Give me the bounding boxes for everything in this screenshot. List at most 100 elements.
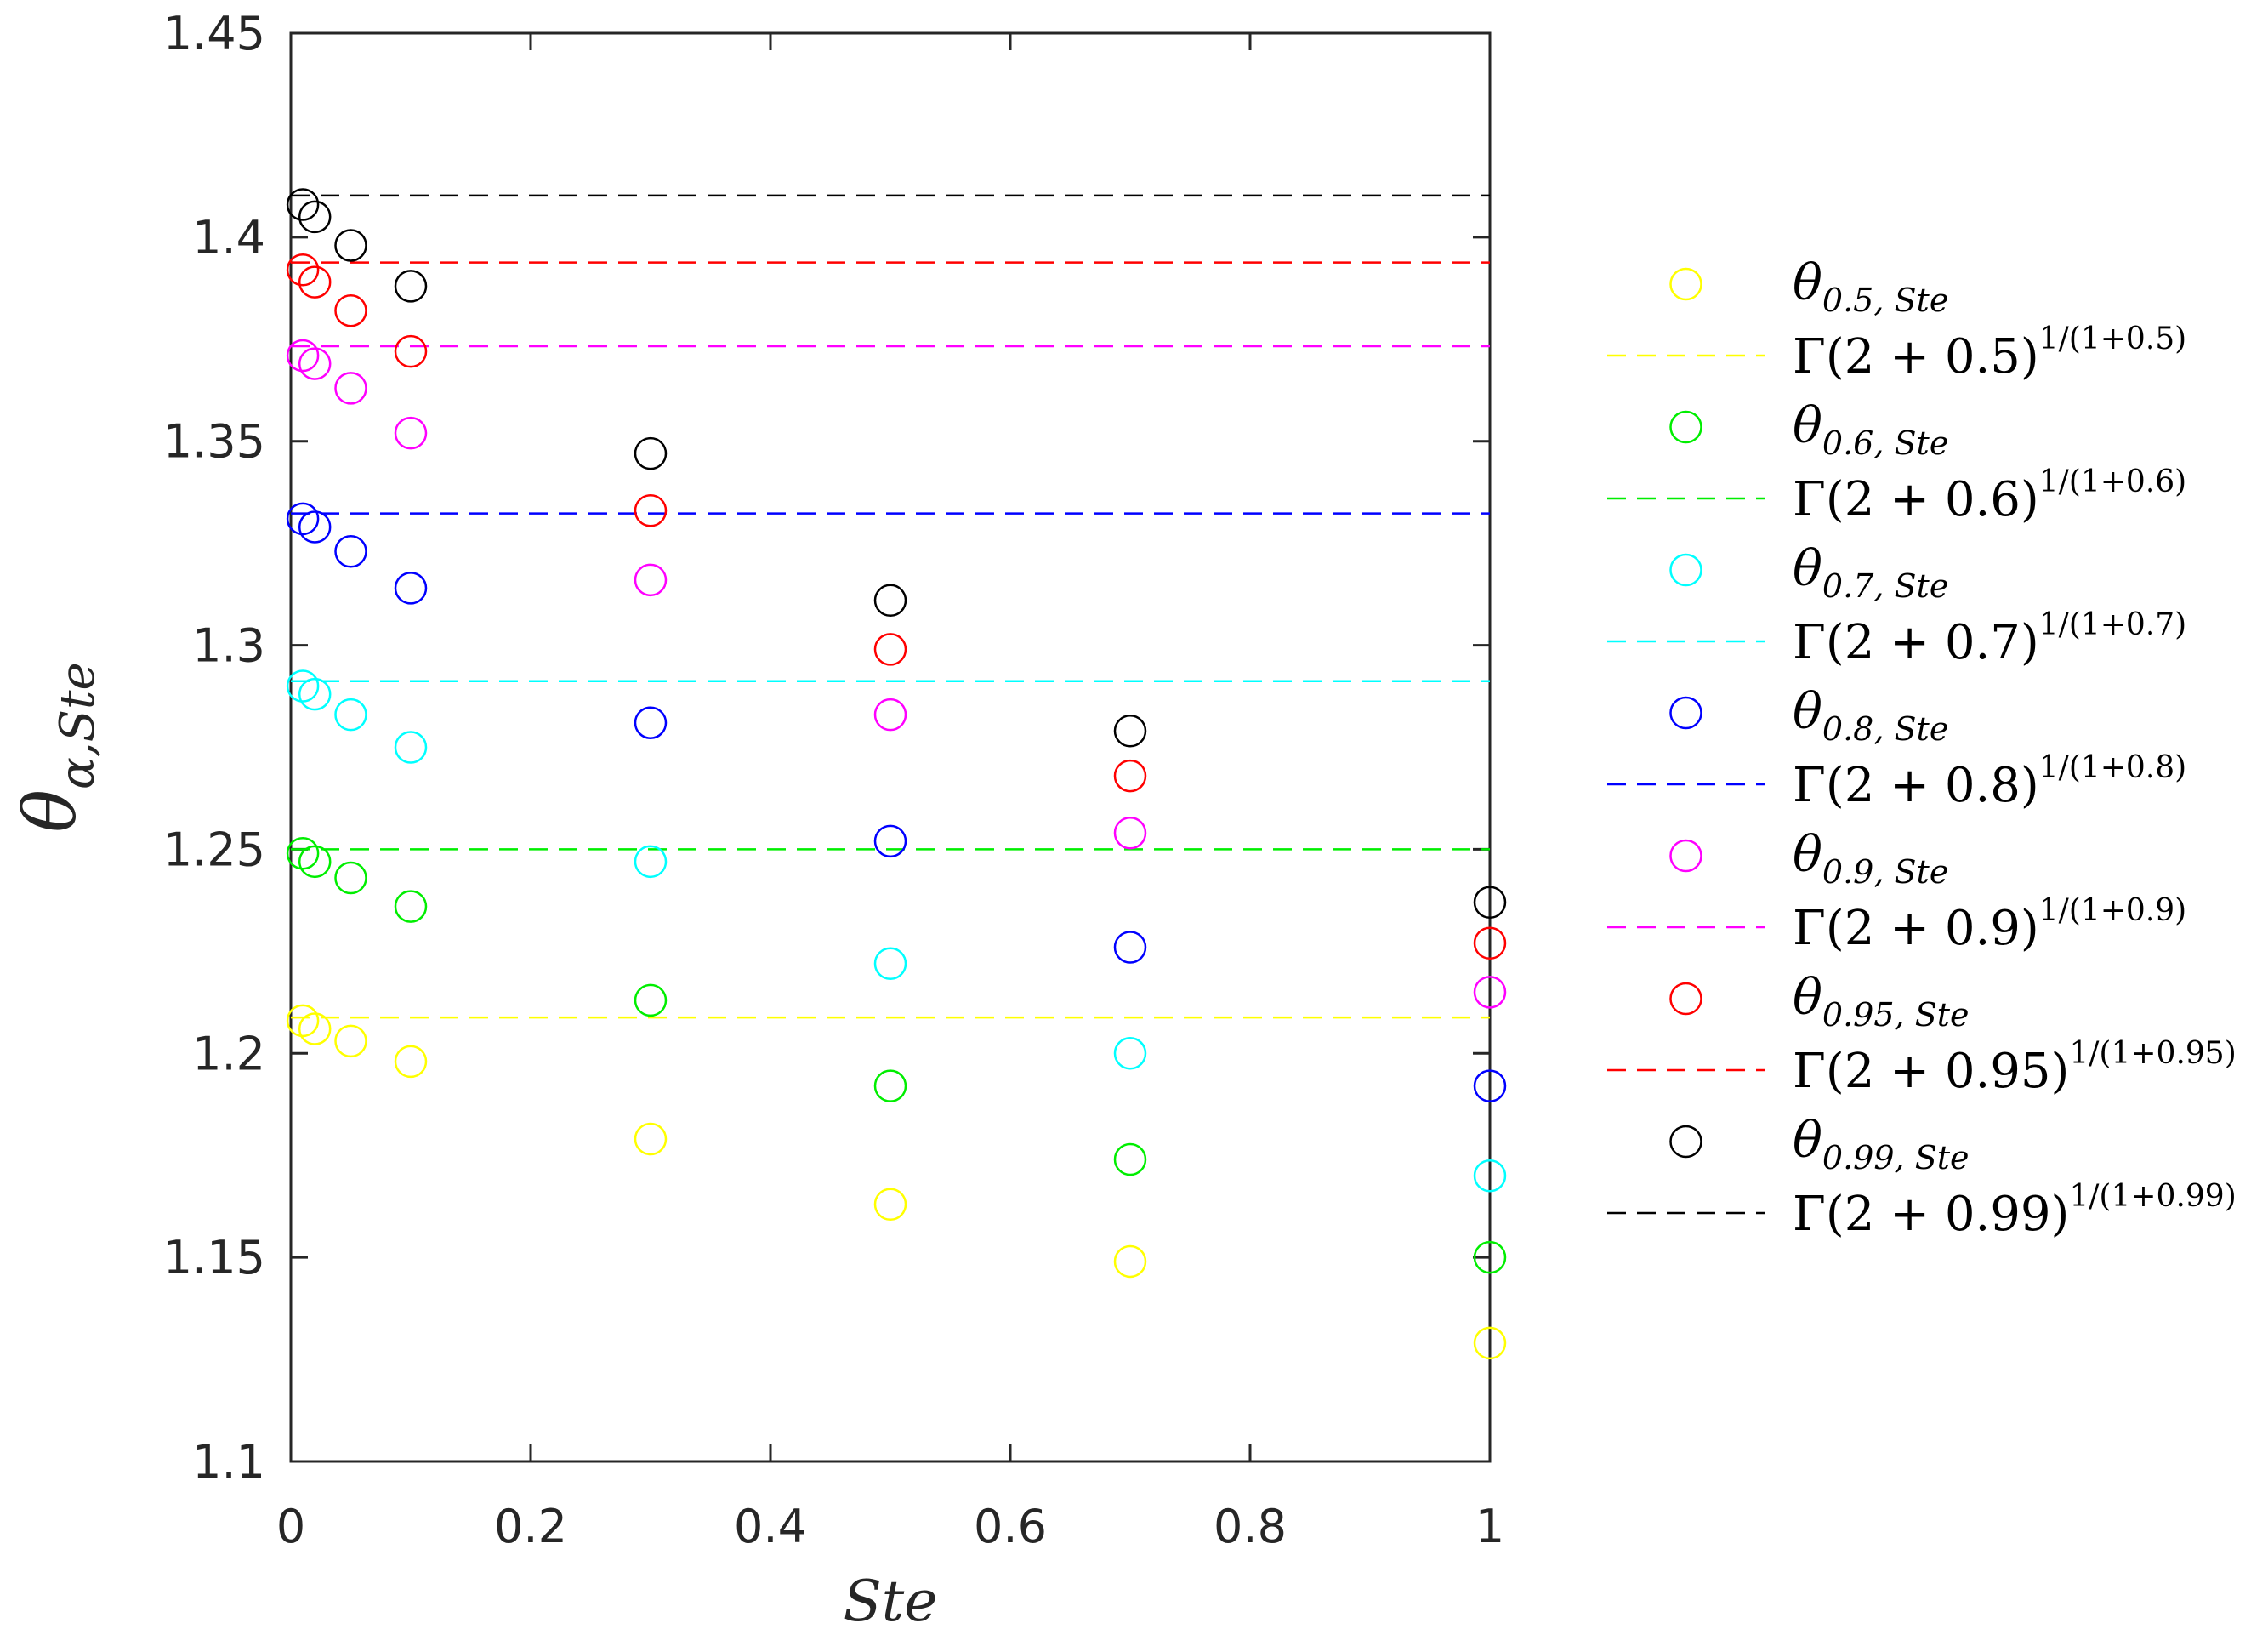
data-point-0.95 [634, 494, 668, 527]
data-point-0.8 [334, 534, 367, 568]
data-point-0.7 [634, 845, 668, 879]
y-tick-label: 1.35 [163, 415, 265, 469]
data-point-0.5 [298, 1012, 332, 1045]
legend-marker-0.9 [1669, 839, 1702, 873]
data-point-0.5 [334, 1024, 367, 1058]
data-point-0.99 [634, 436, 668, 470]
legend-gamma-exponent: 1/(1+0.6) [2039, 464, 2186, 499]
x-axis-label: Ste [844, 1569, 938, 1634]
y-tick-label: 1.2 [192, 1027, 265, 1080]
data-point-0.7 [334, 698, 367, 732]
legend-marker-0.7 [1669, 553, 1702, 587]
data-point-0.99 [298, 200, 332, 234]
data-point-0.6 [1113, 1142, 1147, 1176]
data-point-0.7 [873, 947, 907, 980]
legend-gamma: Γ(2 + 0.99) [1793, 1187, 2069, 1242]
legend-theta-subscript: 0.9, Ste [1822, 853, 1948, 891]
legend-marker-0.95 [1669, 982, 1702, 1016]
legend-gamma: Γ(2 + 0.8) [1793, 758, 2039, 813]
x-tick-label: 0.4 [734, 1500, 807, 1553]
legend-theta: θ [1793, 682, 1822, 740]
legend-theta-subscript: 0.7, Ste [1822, 567, 1948, 605]
legend-gamma-exponent: 1/(1+0.7) [2039, 607, 2186, 642]
data-point-0.8 [873, 824, 907, 858]
data-point-0.9 [1113, 816, 1147, 850]
data-point-0.6 [1473, 1240, 1507, 1274]
data-point-0.9 [334, 372, 367, 405]
data-point-0.9 [298, 347, 332, 380]
legend-gamma-exponent: 1/(1+0.95) [2069, 1036, 2236, 1071]
y-tick-label: 1.25 [163, 823, 265, 876]
data-point-0.99 [334, 229, 367, 262]
y-tick-label: 1.3 [192, 619, 265, 673]
data-point-0.8 [286, 502, 320, 536]
data-point-0.7 [1473, 1159, 1507, 1193]
data-point-0.7 [286, 669, 320, 703]
legend-label-line-0.6: Γ(2 + 0.6)1/(1+0.6) [1793, 464, 2186, 527]
data-point-0.7 [298, 677, 332, 711]
legend-label-line-0.99: Γ(2 + 0.99)1/(1+0.99) [1793, 1179, 2237, 1242]
data-point-0.8 [298, 510, 332, 544]
y-axis-label-base: θ [9, 789, 92, 833]
data-point-0.99 [286, 188, 320, 221]
legend-theta: θ [1793, 825, 1822, 883]
data-point-0.8 [1113, 931, 1147, 964]
legend-gamma: Γ(2 + 0.5) [1793, 329, 2039, 384]
legend-theta-subscript: 0.99, Ste [1822, 1139, 1970, 1176]
data-point-0.9 [1473, 976, 1507, 1009]
data-point-0.8 [394, 572, 428, 605]
data-point-0.8 [634, 706, 668, 739]
data-point-0.99 [394, 270, 428, 303]
data-point-0.95 [1473, 926, 1507, 960]
data-point-0.5 [1473, 1326, 1507, 1360]
legend-label-line-0.8: Γ(2 + 0.8)1/(1+0.8) [1793, 750, 2186, 813]
data-point-0.9 [634, 563, 668, 597]
legend-gamma-exponent: 1/(1+0.9) [2039, 893, 2186, 928]
data-point-0.95 [873, 633, 907, 666]
legend-theta-subscript: 0.6, Ste [1822, 424, 1948, 462]
x-tick-label: 0.8 [1214, 1500, 1287, 1553]
data-point-0.6 [873, 1069, 907, 1102]
legend-theta: θ [1793, 968, 1822, 1026]
legend-theta: θ [1793, 253, 1822, 311]
data-point-0.95 [334, 293, 367, 327]
data-point-0.99 [1473, 886, 1507, 920]
legend-marker-0.8 [1669, 696, 1702, 730]
data-point-0.99 [873, 584, 907, 618]
x-tick-label: 1 [1475, 1500, 1504, 1553]
data-point-0.6 [286, 836, 320, 870]
y-tick-label: 1.1 [192, 1435, 265, 1489]
legend-gamma-exponent: 1/(1+0.5) [2039, 322, 2186, 356]
legend-label-marker-0.8: θ0.8, Ste [1793, 682, 1948, 748]
data-point-0.6 [334, 861, 367, 895]
legend-theta: θ [1793, 539, 1822, 597]
x-tick-label: 0.6 [974, 1500, 1047, 1553]
legend-theta: θ [1793, 396, 1822, 454]
legend-theta-subscript: 0.95, Ste [1822, 996, 1970, 1034]
legend-label-line-0.5: Γ(2 + 0.5)1/(1+0.5) [1793, 322, 2186, 384]
data-point-0.95 [286, 253, 320, 287]
data-point-0.95 [1113, 759, 1147, 793]
x-tick-label: 0.2 [494, 1500, 567, 1553]
data-point-0.99 [1113, 715, 1147, 748]
legend-label-line-0.95: Γ(2 + 0.95)1/(1+0.95) [1793, 1036, 2237, 1099]
data-point-0.8 [1473, 1069, 1507, 1102]
data-point-0.5 [1113, 1244, 1147, 1279]
data-point-0.5 [394, 1045, 428, 1079]
data-point-0.9 [394, 416, 428, 450]
data-point-0.9 [286, 339, 320, 373]
y-tick-label: 1.4 [192, 211, 265, 265]
legend-gamma-exponent: 1/(1+0.99) [2069, 1179, 2236, 1214]
legend-label-marker-0.95: θ0.95, Ste [1793, 968, 1969, 1034]
data-point-0.5 [286, 1004, 320, 1038]
data-point-0.6 [298, 845, 332, 879]
axes-box [289, 31, 1492, 1463]
legend-label-line-0.9: Γ(2 + 0.9)1/(1+0.9) [1793, 893, 2186, 956]
legend-gamma: Γ(2 + 0.9) [1793, 901, 2039, 956]
data-point-0.9 [873, 698, 907, 732]
data-point-0.6 [634, 983, 668, 1017]
legend-label-marker-0.9: θ0.9, Ste [1793, 825, 1948, 891]
y-tick-label: 1.45 [163, 7, 265, 60]
